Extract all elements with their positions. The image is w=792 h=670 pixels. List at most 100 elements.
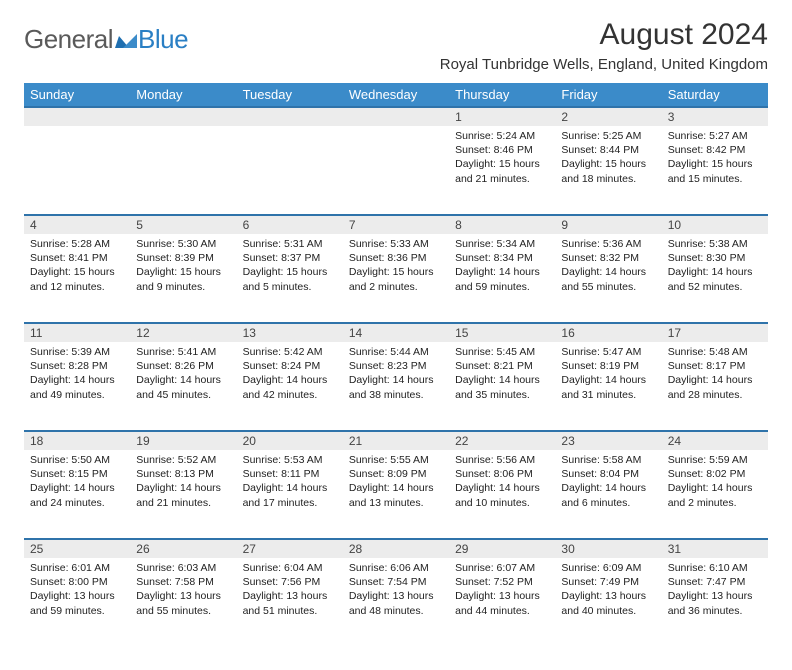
sunset-text: Sunset: 8:36 PM (349, 251, 443, 265)
sunrise-text: Sunrise: 6:09 AM (561, 561, 655, 575)
sunset-text: Sunset: 7:49 PM (561, 575, 655, 589)
sunrise-text: Sunrise: 5:31 AM (243, 237, 337, 251)
sunrise-text: Sunrise: 5:48 AM (668, 345, 762, 359)
day-details: Sunrise: 6:10 AMSunset: 7:47 PMDaylight:… (662, 558, 768, 624)
day-cell: Sunrise: 5:47 AMSunset: 8:19 PMDaylight:… (555, 342, 661, 430)
day-details: Sunrise: 5:52 AMSunset: 8:13 PMDaylight:… (130, 450, 236, 516)
daylight-text: Daylight: 14 hours and 49 minutes. (30, 373, 124, 401)
day-cell: Sunrise: 6:07 AMSunset: 7:52 PMDaylight:… (449, 558, 555, 646)
day-number-cell (24, 106, 130, 126)
day-details: Sunrise: 5:48 AMSunset: 8:17 PMDaylight:… (662, 342, 768, 408)
day-number-cell: 15 (449, 322, 555, 342)
weekday-header: Sunday (24, 83, 130, 106)
day-cell: Sunrise: 5:44 AMSunset: 8:23 PMDaylight:… (343, 342, 449, 430)
sunrise-text: Sunrise: 5:53 AM (243, 453, 337, 467)
day-number-row: 123 (24, 106, 768, 126)
sunset-text: Sunset: 8:37 PM (243, 251, 337, 265)
day-number-cell: 4 (24, 214, 130, 234)
day-number-cell: 14 (343, 322, 449, 342)
day-details: Sunrise: 5:33 AMSunset: 8:36 PMDaylight:… (343, 234, 449, 300)
day-details: Sunrise: 5:34 AMSunset: 8:34 PMDaylight:… (449, 234, 555, 300)
daylight-text: Daylight: 13 hours and 51 minutes. (243, 589, 337, 617)
sunset-text: Sunset: 8:24 PM (243, 359, 337, 373)
sunset-text: Sunset: 8:02 PM (668, 467, 762, 481)
daylight-text: Daylight: 14 hours and 35 minutes. (455, 373, 549, 401)
day-details: Sunrise: 5:56 AMSunset: 8:06 PMDaylight:… (449, 450, 555, 516)
sunrise-text: Sunrise: 6:10 AM (668, 561, 762, 575)
day-details (237, 126, 343, 135)
day-details: Sunrise: 5:58 AMSunset: 8:04 PMDaylight:… (555, 450, 661, 516)
day-cell: Sunrise: 5:34 AMSunset: 8:34 PMDaylight:… (449, 234, 555, 322)
daylight-text: Daylight: 14 hours and 42 minutes. (243, 373, 337, 401)
day-details: Sunrise: 6:09 AMSunset: 7:49 PMDaylight:… (555, 558, 661, 624)
daylight-text: Daylight: 14 hours and 24 minutes. (30, 481, 124, 509)
daylight-text: Daylight: 15 hours and 12 minutes. (30, 265, 124, 293)
day-number-cell: 6 (237, 214, 343, 234)
day-number: 3 (662, 106, 768, 126)
daylight-text: Daylight: 14 hours and 45 minutes. (136, 373, 230, 401)
sunrise-text: Sunrise: 6:04 AM (243, 561, 337, 575)
location-text: Royal Tunbridge Wells, England, United K… (440, 56, 768, 73)
day-details: Sunrise: 5:42 AMSunset: 8:24 PMDaylight:… (237, 342, 343, 408)
sunrise-text: Sunrise: 5:45 AM (455, 345, 549, 359)
day-number: 16 (555, 322, 661, 342)
day-number-cell: 23 (555, 430, 661, 450)
day-body-row: Sunrise: 5:50 AMSunset: 8:15 PMDaylight:… (24, 450, 768, 538)
day-number: 29 (449, 538, 555, 558)
day-details: Sunrise: 6:03 AMSunset: 7:58 PMDaylight:… (130, 558, 236, 624)
day-details: Sunrise: 5:24 AMSunset: 8:46 PMDaylight:… (449, 126, 555, 192)
day-number: 8 (449, 214, 555, 234)
day-number: 20 (237, 430, 343, 450)
day-number: 24 (662, 430, 768, 450)
daylight-text: Daylight: 14 hours and 55 minutes. (561, 265, 655, 293)
brand-part1: General (24, 24, 113, 55)
sunrise-text: Sunrise: 5:27 AM (668, 129, 762, 143)
sunset-text: Sunset: 8:39 PM (136, 251, 230, 265)
day-number-cell: 8 (449, 214, 555, 234)
sunset-text: Sunset: 8:04 PM (561, 467, 655, 481)
day-details: Sunrise: 5:45 AMSunset: 8:21 PMDaylight:… (449, 342, 555, 408)
sunset-text: Sunset: 8:13 PM (136, 467, 230, 481)
day-number: 14 (343, 322, 449, 342)
day-details: Sunrise: 5:53 AMSunset: 8:11 PMDaylight:… (237, 450, 343, 516)
sunset-text: Sunset: 8:42 PM (668, 143, 762, 157)
sunset-text: Sunset: 8:11 PM (243, 467, 337, 481)
day-details: Sunrise: 5:39 AMSunset: 8:28 PMDaylight:… (24, 342, 130, 408)
sunrise-text: Sunrise: 5:28 AM (30, 237, 124, 251)
sunrise-text: Sunrise: 5:25 AM (561, 129, 655, 143)
sunrise-text: Sunrise: 5:59 AM (668, 453, 762, 467)
day-number-cell: 12 (130, 322, 236, 342)
day-number-cell (130, 106, 236, 126)
day-details: Sunrise: 6:01 AMSunset: 8:00 PMDaylight:… (24, 558, 130, 624)
day-cell: Sunrise: 5:36 AMSunset: 8:32 PMDaylight:… (555, 234, 661, 322)
sunrise-text: Sunrise: 5:30 AM (136, 237, 230, 251)
day-cell: Sunrise: 5:53 AMSunset: 8:11 PMDaylight:… (237, 450, 343, 538)
day-number-cell: 10 (662, 214, 768, 234)
day-number-cell: 7 (343, 214, 449, 234)
day-cell: Sunrise: 6:06 AMSunset: 7:54 PMDaylight:… (343, 558, 449, 646)
daylight-text: Daylight: 15 hours and 5 minutes. (243, 265, 337, 293)
day-details (24, 126, 130, 135)
daylight-text: Daylight: 14 hours and 59 minutes. (455, 265, 549, 293)
day-body-row: Sunrise: 5:28 AMSunset: 8:41 PMDaylight:… (24, 234, 768, 322)
daylight-text: Daylight: 13 hours and 44 minutes. (455, 589, 549, 617)
day-details: Sunrise: 6:04 AMSunset: 7:56 PMDaylight:… (237, 558, 343, 624)
daylight-text: Daylight: 13 hours and 48 minutes. (349, 589, 443, 617)
sunset-text: Sunset: 8:15 PM (30, 467, 124, 481)
day-details (343, 126, 449, 135)
sunset-text: Sunset: 8:34 PM (455, 251, 549, 265)
day-cell: Sunrise: 5:24 AMSunset: 8:46 PMDaylight:… (449, 126, 555, 214)
day-number: 13 (237, 322, 343, 342)
daylight-text: Daylight: 15 hours and 21 minutes. (455, 157, 549, 185)
title-block: August 2024 Royal Tunbridge Wells, Engla… (440, 18, 768, 73)
logo-icon (115, 24, 137, 55)
day-number: 28 (343, 538, 449, 558)
day-cell: Sunrise: 5:55 AMSunset: 8:09 PMDaylight:… (343, 450, 449, 538)
daylight-text: Daylight: 14 hours and 28 minutes. (668, 373, 762, 401)
day-cell: Sunrise: 6:03 AMSunset: 7:58 PMDaylight:… (130, 558, 236, 646)
sunset-text: Sunset: 8:23 PM (349, 359, 443, 373)
sunrise-text: Sunrise: 5:42 AM (243, 345, 337, 359)
daylight-text: Daylight: 15 hours and 9 minutes. (136, 265, 230, 293)
day-cell: Sunrise: 5:41 AMSunset: 8:26 PMDaylight:… (130, 342, 236, 430)
day-details: Sunrise: 5:47 AMSunset: 8:19 PMDaylight:… (555, 342, 661, 408)
